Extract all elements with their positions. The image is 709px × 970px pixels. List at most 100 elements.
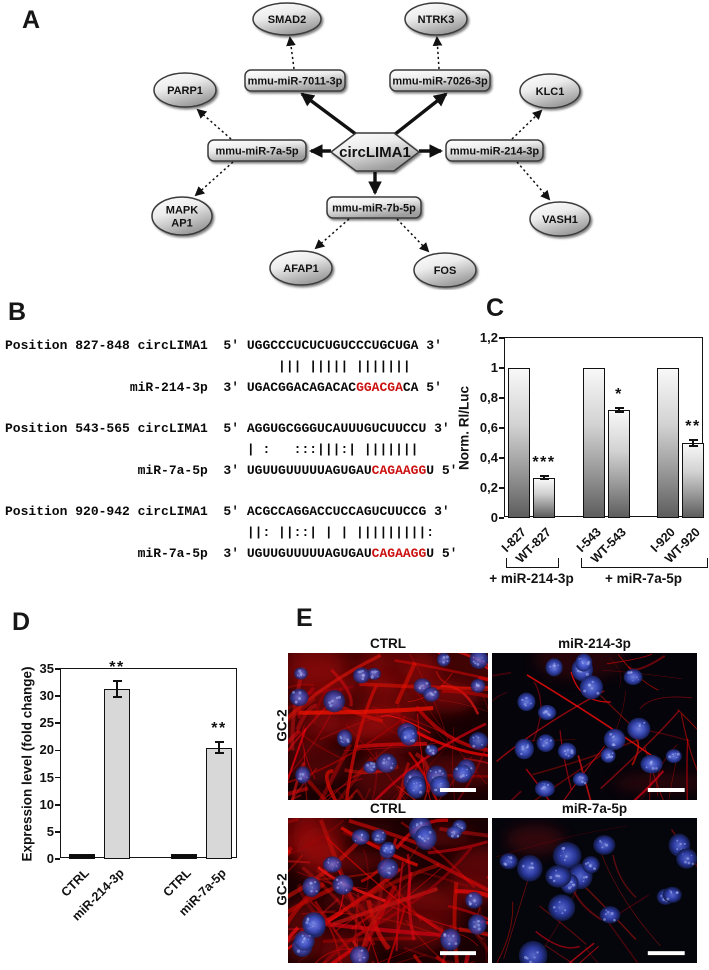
panel-label-e: E xyxy=(296,604,313,632)
y-axis-tick xyxy=(499,397,504,399)
y-axis-tick xyxy=(499,517,504,519)
panel-label-c: C xyxy=(486,294,505,322)
error-bar xyxy=(618,407,620,413)
y-tick-label: 0 xyxy=(490,510,498,525)
edge-dotted-mir214-klc1 xyxy=(511,109,543,140)
alignment-target-row: Position 827-848 circLIMA1 5' UGGCCCUCUC… xyxy=(5,338,442,353)
micrograph-title-ctrl: CTRL xyxy=(370,801,406,816)
significance-stars: * xyxy=(615,385,623,403)
y-tick-label: 0 xyxy=(46,851,54,866)
micrograph-mir-7a-5p-row2 xyxy=(492,818,709,970)
scale-bar xyxy=(647,788,685,792)
alignment-mirna-row: miR-7a-5p 3' UGUUGUUUUUAGUGAUCAGAAGGU 5' xyxy=(5,545,458,561)
edge-dotted-mir7011-smad2 xyxy=(286,36,296,70)
svg-text:AFAP1: AFAP1 xyxy=(283,263,318,275)
mirna-network-diagram: circLIMA1 mmu-miR-7011-3p mmu-miR-7026-3p m… xyxy=(151,2,591,288)
micrograph-title-ctrl: CTRL xyxy=(370,636,406,651)
node-smad2: SMAD2 xyxy=(252,2,322,36)
error-bar xyxy=(116,680,118,698)
bar-mir-7a-5p-3 xyxy=(206,747,232,859)
node-klc1: KLC1 xyxy=(519,73,581,109)
svg-text:mmu-miR-7026-3p: mmu-miR-7026-3p xyxy=(392,76,488,88)
significance-stars: ** xyxy=(211,720,227,738)
micrograph-ctrl-row1 xyxy=(178,627,613,902)
micrograph-container xyxy=(178,627,613,902)
y-tick-label: 35 xyxy=(39,661,54,676)
group-label: + miR-214-3p xyxy=(489,571,574,586)
error-bar xyxy=(692,440,694,446)
scale-bar xyxy=(440,788,476,792)
y-axis-tick xyxy=(55,722,60,725)
micrograph-mir-214-3p-row1 xyxy=(371,638,709,889)
svg-text:mmu-miR-7011-3p: mmu-miR-7011-3p xyxy=(248,76,343,88)
scale-bar xyxy=(440,951,476,956)
node-mir7011: mmu-miR-7011-3p xyxy=(244,69,346,92)
bar-ctrl-2 xyxy=(171,853,197,859)
y-tick-label: 1,2 xyxy=(479,330,498,345)
y-axis-tick xyxy=(55,831,60,833)
svg-text:FOS: FOS xyxy=(434,265,457,277)
node-circ: circLIMA1 xyxy=(329,132,421,172)
y-axis-tick xyxy=(499,367,504,369)
edge-dotted-mir214-vash1 xyxy=(516,161,551,201)
error-bar-cap xyxy=(214,752,224,754)
y-tick-label: 25 xyxy=(39,715,54,731)
error-bar-cap xyxy=(539,478,549,480)
y-axis-tick xyxy=(499,337,504,339)
bar-mir-214-3p-1 xyxy=(104,689,130,859)
edge-dotted-mir7b-afap1 xyxy=(314,218,350,250)
svg-text:AP1: AP1 xyxy=(171,218,192,230)
edge-dotted-mir7026-ntrk3 xyxy=(432,36,443,70)
svg-text:mmu-miR-214-3p: mmu-miR-214-3p xyxy=(450,146,540,158)
group-bracket xyxy=(506,558,559,568)
y-tick-label: 0,6 xyxy=(479,420,498,435)
seed-sequence: CAGAAGG xyxy=(371,545,427,561)
y-axis-tick xyxy=(55,803,60,806)
sequence-alignments: Position 827-848 circLIMA1 5' UGGCCCUCUC… xyxy=(5,336,458,565)
error-bar-cap xyxy=(614,411,624,414)
group-bracket xyxy=(581,558,708,568)
alignment-gap xyxy=(5,482,458,503)
svg-text:mmu-miR-7b-5p: mmu-miR-7b-5p xyxy=(332,203,416,215)
y-tick-label: 15 xyxy=(39,769,54,785)
bar-i-827-0 xyxy=(508,368,530,518)
micrograph-title-mir-214-3p: miR-214-3p xyxy=(558,636,631,651)
svg-text:NTRK3: NTRK3 xyxy=(418,14,455,26)
alignment-mirna-row: miR-214-3p 3' UGACGGACAGACACGGACGACA 5' xyxy=(5,379,442,395)
luciferase-bar-chart: Norm. Rl/Luc 0 0,2 0,4 0,6 0,8 1 1,2 I-827 *** WT-… xyxy=(457,330,708,586)
y-tick-label: 1 xyxy=(490,360,498,375)
significance-stars: ** xyxy=(109,658,125,676)
bar-wt-920-5 xyxy=(682,443,704,518)
bar-i-543-2 xyxy=(583,368,605,518)
edge-dotted-mir7a-parp1 xyxy=(196,108,232,140)
panel-label-b: B xyxy=(8,298,27,326)
y-axis-tick xyxy=(55,749,60,752)
alignment-match-row: ||| ||||| ||||||| xyxy=(5,358,411,374)
y-axis-tick xyxy=(499,427,504,429)
svg-text:PARP1: PARP1 xyxy=(167,85,203,97)
micrograph-title-mir-7a-5p: miR-7a-5p xyxy=(561,801,628,816)
error-bar-cap xyxy=(112,696,122,699)
edge-solid-circ-mir7026 xyxy=(392,92,448,137)
error-bar xyxy=(218,742,220,754)
y-tick-label: 0,2 xyxy=(479,480,498,495)
svg-text:MAPK: MAPK xyxy=(166,205,198,217)
node-afap1: AFAP1 xyxy=(269,250,333,286)
node-mir7b: mmu-miR-7b-5p xyxy=(326,196,422,219)
alignment-gap xyxy=(5,398,458,419)
y-axis-tick xyxy=(55,695,60,697)
error-bar-cap xyxy=(539,475,549,477)
error-bar-cap xyxy=(112,680,122,682)
bar-i-920-4 xyxy=(657,368,679,518)
expression-bar-chart: Expression level (fold change) 0 5 10 15 20 25… xyxy=(20,659,237,924)
bar-wt-827-1 xyxy=(533,477,555,518)
node-vash1: VASH1 xyxy=(529,201,591,237)
bar-ctrl-0 xyxy=(69,853,95,859)
edge-dotted-mir7b-fos xyxy=(396,218,430,253)
svg-text:mmu-miR-7a-5p: mmu-miR-7a-5p xyxy=(215,146,298,158)
alignment-match-row: | : :::|||:| ||||||| xyxy=(5,441,419,457)
seed-sequence: GGACGA xyxy=(356,379,403,395)
significance-stars: ** xyxy=(685,418,701,435)
y-axis-tick xyxy=(55,668,60,670)
